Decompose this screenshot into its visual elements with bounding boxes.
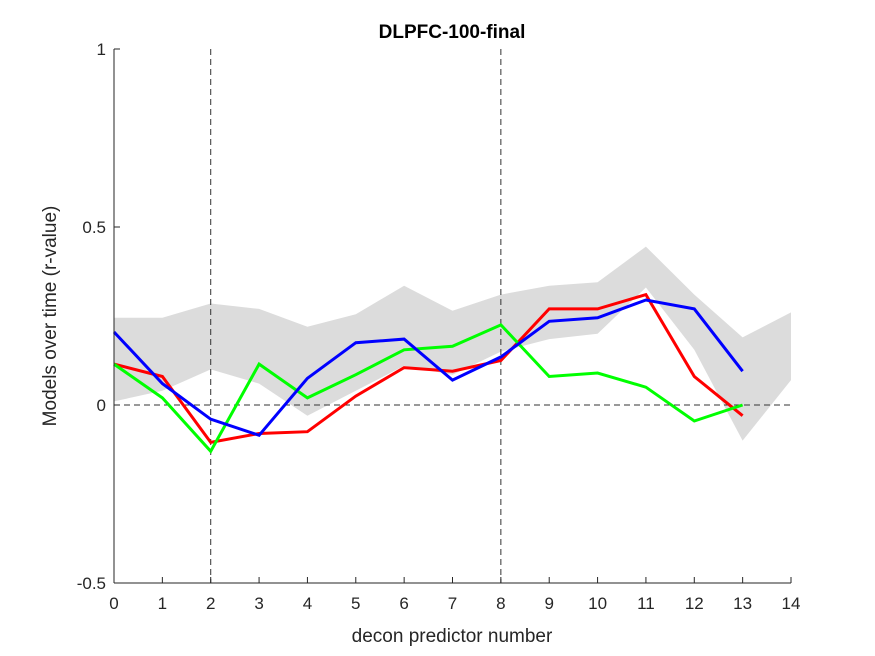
confidence-band <box>114 246 791 441</box>
x-tick-label: 10 <box>588 594 607 613</box>
chart-title: DLPFC-100-final <box>379 22 526 43</box>
x-tick-label: 6 <box>399 594 408 613</box>
x-tick-label: 13 <box>733 594 752 613</box>
x-tick-label: 7 <box>448 594 457 613</box>
x-tick-label: 8 <box>496 594 505 613</box>
series-line-1 <box>113 292 744 445</box>
x-tick-label: 14 <box>782 594 801 613</box>
x-axis-label: decon predictor number <box>352 626 553 647</box>
x-tick-label: 9 <box>544 594 553 613</box>
x-tick-label: 3 <box>254 594 263 613</box>
y-tick-label: -0.5 <box>77 574 106 593</box>
x-tick-label: 11 <box>637 594 655 613</box>
x-tick-label: 12 <box>685 594 704 613</box>
x-tick-label: 5 <box>351 594 360 613</box>
x-tick-label: 2 <box>206 594 215 613</box>
y-tick-label: 0 <box>97 396 106 415</box>
x-tick-label: 1 <box>158 594 167 613</box>
y-tick-label: 0.5 <box>82 218 106 237</box>
band-layer <box>114 246 791 441</box>
y-axis-label: Models over time (r-value) <box>40 206 61 427</box>
tick-labels: 0 1 2 3 4 5 6 7 8 9 10 11 12 13 14-0.500.51 <box>77 40 801 613</box>
x-tick-label: 0 <box>109 594 118 613</box>
reference-lines <box>114 49 791 583</box>
series-line-2 <box>113 323 744 454</box>
series-line-3 <box>112 298 744 438</box>
axes <box>113 48 792 584</box>
series-layer <box>112 292 744 454</box>
x-tick-label: 4 <box>303 594 312 613</box>
y-tick-label: 1 <box>97 40 106 59</box>
